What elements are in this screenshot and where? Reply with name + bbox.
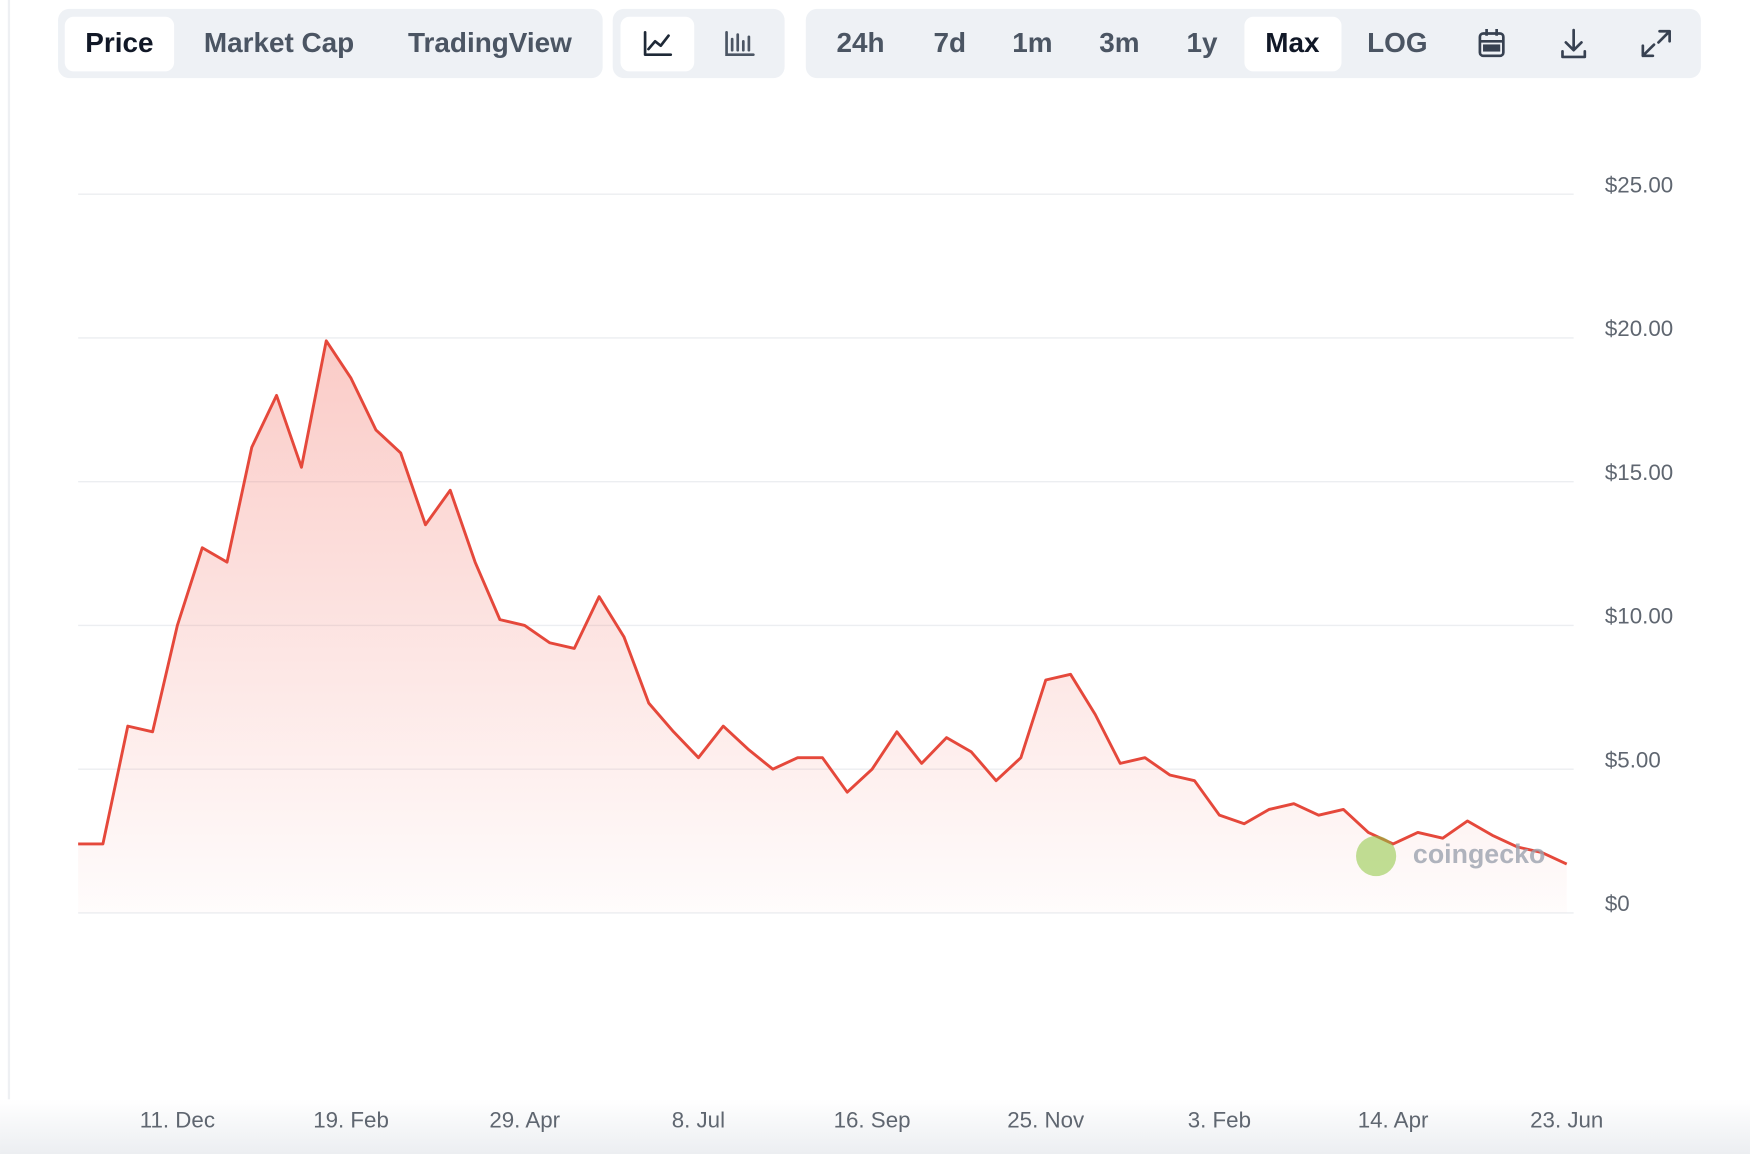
y-tick-label: $0	[1605, 891, 1630, 916]
y-tick-label: $20.00	[1605, 316, 1673, 341]
toolbar: Price Market Cap TradingView 24h 7d 1m 3m 1y Max…	[58, 8, 1701, 79]
y-tick-label: $10.00	[1605, 604, 1673, 629]
price-area	[78, 340, 1567, 913]
tab-button[interactable]: Price	[85, 27, 153, 58]
download-button[interactable]	[1561, 28, 1587, 59]
range-button[interactable]: 3m	[1099, 27, 1139, 58]
range-button[interactable]: 24h	[836, 27, 884, 58]
selected-tab	[64, 16, 175, 72]
x-tick-label: 14. Apr	[1358, 1108, 1429, 1133]
tab-group	[58, 8, 603, 79]
watermark: coingecko	[1356, 835, 1545, 877]
fullscreen-button[interactable]	[1641, 29, 1671, 58]
range-button[interactable]: Max	[1265, 27, 1320, 58]
y-tick-label: $25.00	[1605, 172, 1673, 197]
range-button[interactable]: 1m	[1012, 27, 1052, 58]
x-tick-label: 11. Dec	[140, 1108, 215, 1133]
candle-view-button[interactable]	[725, 31, 755, 57]
footer-band	[0, 1099, 1750, 1154]
watermark-text: coingecko	[1413, 839, 1545, 869]
tab-button[interactable]: Market Cap	[204, 27, 354, 58]
plot: $0 $5.00 $10.00 $15.00 $20.00 $25.00 11. Dec 19…	[78, 172, 1673, 1133]
price-line	[78, 339, 1568, 866]
y-tick-label: $5.00	[1605, 747, 1661, 772]
x-tick-label: 25. Nov	[1007, 1108, 1085, 1133]
range-button[interactable]: 1y	[1186, 27, 1218, 58]
tab-button[interactable]: TradingView	[408, 27, 572, 58]
range-button[interactable]: LOG	[1367, 27, 1427, 58]
x-tick-label: 19. Feb	[313, 1108, 389, 1133]
range-button[interactable]: 7d	[933, 27, 966, 58]
x-tick-label: 8. Jul	[672, 1108, 725, 1133]
x-tick-label: 23. Jun	[1530, 1108, 1603, 1133]
x-tick-label: 3. Feb	[1188, 1108, 1251, 1133]
watermark-logo	[1356, 835, 1397, 877]
x-tick-label: 29. Apr	[489, 1108, 560, 1133]
line-view-button[interactable]	[643, 31, 673, 57]
calendar-button[interactable]	[1478, 29, 1505, 58]
x-tick-label: 16. Sep	[834, 1108, 911, 1133]
selected-range	[1244, 16, 1342, 72]
y-tick-label: $15.00	[1605, 460, 1673, 485]
